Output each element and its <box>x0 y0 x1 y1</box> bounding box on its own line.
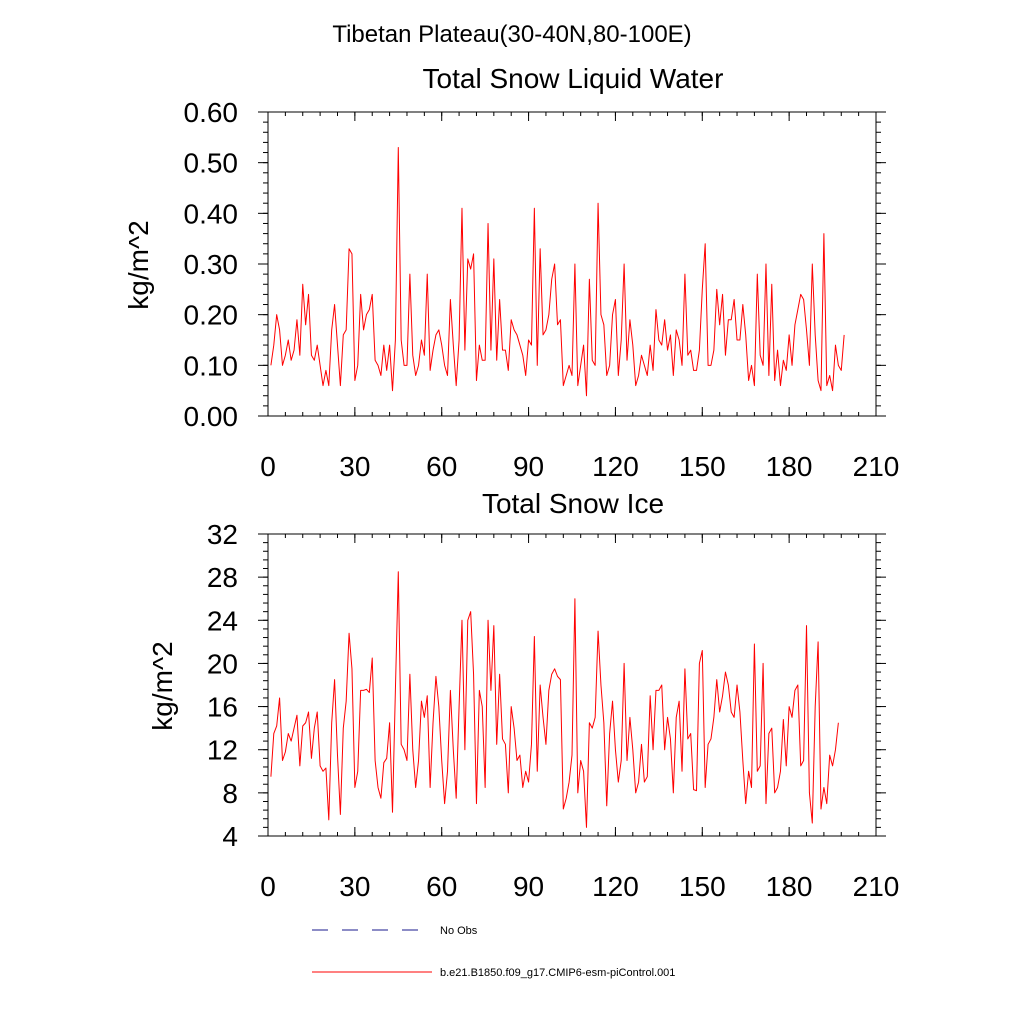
chart-total-snow-liquid-water: Total Snow Liquid Water kg/m^2 0 30 60 90 12… <box>123 63 899 482</box>
y-tick-label: 32 <box>207 519 238 550</box>
series-line <box>270 146 845 397</box>
x-tick-label: 90 <box>513 871 544 902</box>
x-tick-label: 120 <box>592 451 639 482</box>
x-tick-label: 210 <box>853 451 900 482</box>
y-tick-label: 0.00 <box>184 401 239 432</box>
y-axis-label: kg/m^2 <box>123 220 154 309</box>
figure-suptitle: Tibetan Plateau(30-40N,80-100E) <box>332 21 691 48</box>
x-tick-label: 150 <box>679 871 726 902</box>
chart-title: Total Snow Ice <box>482 488 664 519</box>
series-line <box>270 571 839 828</box>
y-tick-label: 8 <box>222 778 238 809</box>
plot-frame <box>267 533 877 837</box>
y-tick-label: 12 <box>207 735 238 766</box>
y-tick-label: 20 <box>207 648 238 679</box>
legend-label-model: b.e21.B1850.f09_g17.CMIP6-esm-piControl.… <box>440 967 675 979</box>
y-axis-label: kg/m^2 <box>147 641 178 730</box>
x-tick-label: 180 <box>766 451 813 482</box>
y-tick-label: 28 <box>207 562 238 593</box>
x-tick-label: 60 <box>426 871 457 902</box>
legend: No Obs b.e21.B1850.f09_g17.CMIP6-esm-piC… <box>312 925 675 979</box>
y-tick-label: 16 <box>207 692 238 723</box>
y-tick-label: 24 <box>207 605 238 636</box>
chart-title: Total Snow Liquid Water <box>423 63 724 94</box>
x-tick-label: 0 <box>260 871 276 902</box>
y-tick-label: 0.40 <box>184 198 239 229</box>
x-tick-label: 60 <box>426 451 457 482</box>
x-tick-label: 30 <box>339 871 370 902</box>
y-tick-label: 4 <box>222 821 238 852</box>
x-tick-label: 150 <box>679 451 726 482</box>
x-tick-label: 120 <box>592 871 639 902</box>
legend-label-no-obs: No Obs <box>440 925 478 937</box>
y-tick-label: 0.30 <box>184 249 239 280</box>
x-tick-label: 90 <box>513 451 544 482</box>
x-tick-label: 30 <box>339 451 370 482</box>
y-tick-label: 0.50 <box>184 148 239 179</box>
chart-total-snow-ice: Total Snow Ice kg/m^2 0 30 60 90 120 150 180 21… <box>147 488 899 902</box>
y-tick-label: 0.60 <box>184 97 239 128</box>
x-tick-label: 0 <box>260 451 276 482</box>
x-tick-label: 180 <box>766 871 813 902</box>
y-tick-label: 0.10 <box>184 350 239 381</box>
x-tick-label: 210 <box>853 871 900 902</box>
y-tick-label: 0.20 <box>184 300 239 331</box>
